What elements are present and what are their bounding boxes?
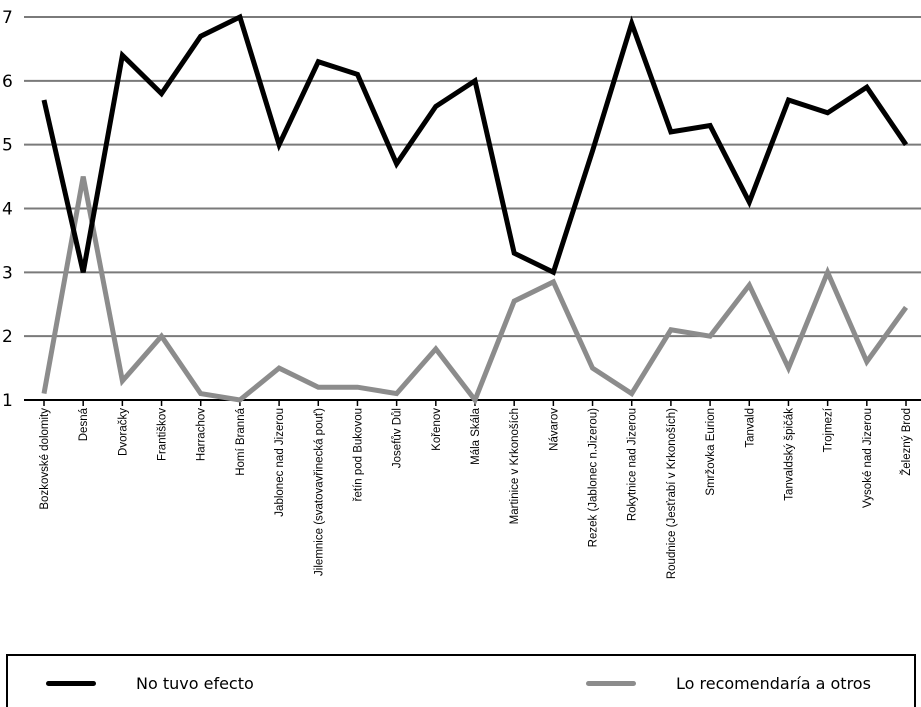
y-tick-label-3: 3 [2,263,13,283]
y-tick-label-4: 4 [2,200,13,220]
x-tick-label: Martinice v Krkonoších [509,408,521,524]
legend-item-series-2: Lo recomendaría a otros [586,674,871,693]
x-tick-label: Roudnice (Jesťrabí v Krkonoších) [666,408,678,579]
x-tick-label: Desná [78,407,90,441]
y-axis: 1 2 3 4 5 6 7 [2,8,13,411]
x-tick-label: Dvoračky [117,408,129,456]
y-tick-label-2: 2 [2,327,13,347]
x-tick-label: Kořenov [431,408,443,451]
x-tick-label: Bozkovské dolomity [39,408,51,510]
x-tick-label: Trojmezí [823,407,835,452]
x-tick-label: Vysoké nad Jizerou [862,408,874,508]
legend-swatch-series-1 [46,681,96,686]
x-tick-label: Rokytnice nad Jizerou [627,408,639,521]
x-tick-label: Rezek (Jablonec n.Jizerou) [588,408,600,548]
series-lines [41,13,909,406]
y-tick-label-7: 7 [2,8,13,28]
series-line-1 [41,13,909,276]
x-tick-label: Josefův Důl [392,408,404,468]
y-tick-label-5: 5 [2,136,13,156]
x-axis: Bozkovské dolomity Desná Dvoračky Františko… [24,399,921,579]
x-tick-label: Jablonec nad Jizerou [274,408,286,517]
legend-item-series-1: No tuvo efecto [46,674,254,693]
x-tick-label: Františkov [157,408,169,461]
legend-swatch-series-2 [586,681,636,686]
x-tick-label: Tanvald [744,408,756,448]
x-tick-label: Železný Brod [900,408,913,476]
x-tick-label: Jilemnice (svatovavřinecká pouť) [313,408,325,576]
x-tick-label: Smržovka Eurion [705,408,717,496]
x-tick-label: řetín pod Bukovou [352,408,364,501]
y-tick-label-6: 6 [2,72,13,92]
x-tick-label: Tanvaldský špičák [783,408,795,501]
line-chart: 1 2 3 4 5 6 7 Bozkovské dolomity Desná Dvoračky F… [2,8,921,579]
series-line-2 [41,176,909,406]
legend-label-series-1: No tuvo efecto [136,674,254,693]
y-tick-label-1: 1 [2,391,13,411]
legend-label-series-2: Lo recomendaría a otros [676,674,871,693]
x-tick-label: Mála Skála [470,407,482,464]
x-tick-label: Harrachov [196,408,208,461]
x-tick-label: Návarov [548,408,560,451]
x-tick-label: Homí Branná [235,407,247,475]
legend: No tuvo efecto Lo recomendaría a otros [6,654,916,707]
